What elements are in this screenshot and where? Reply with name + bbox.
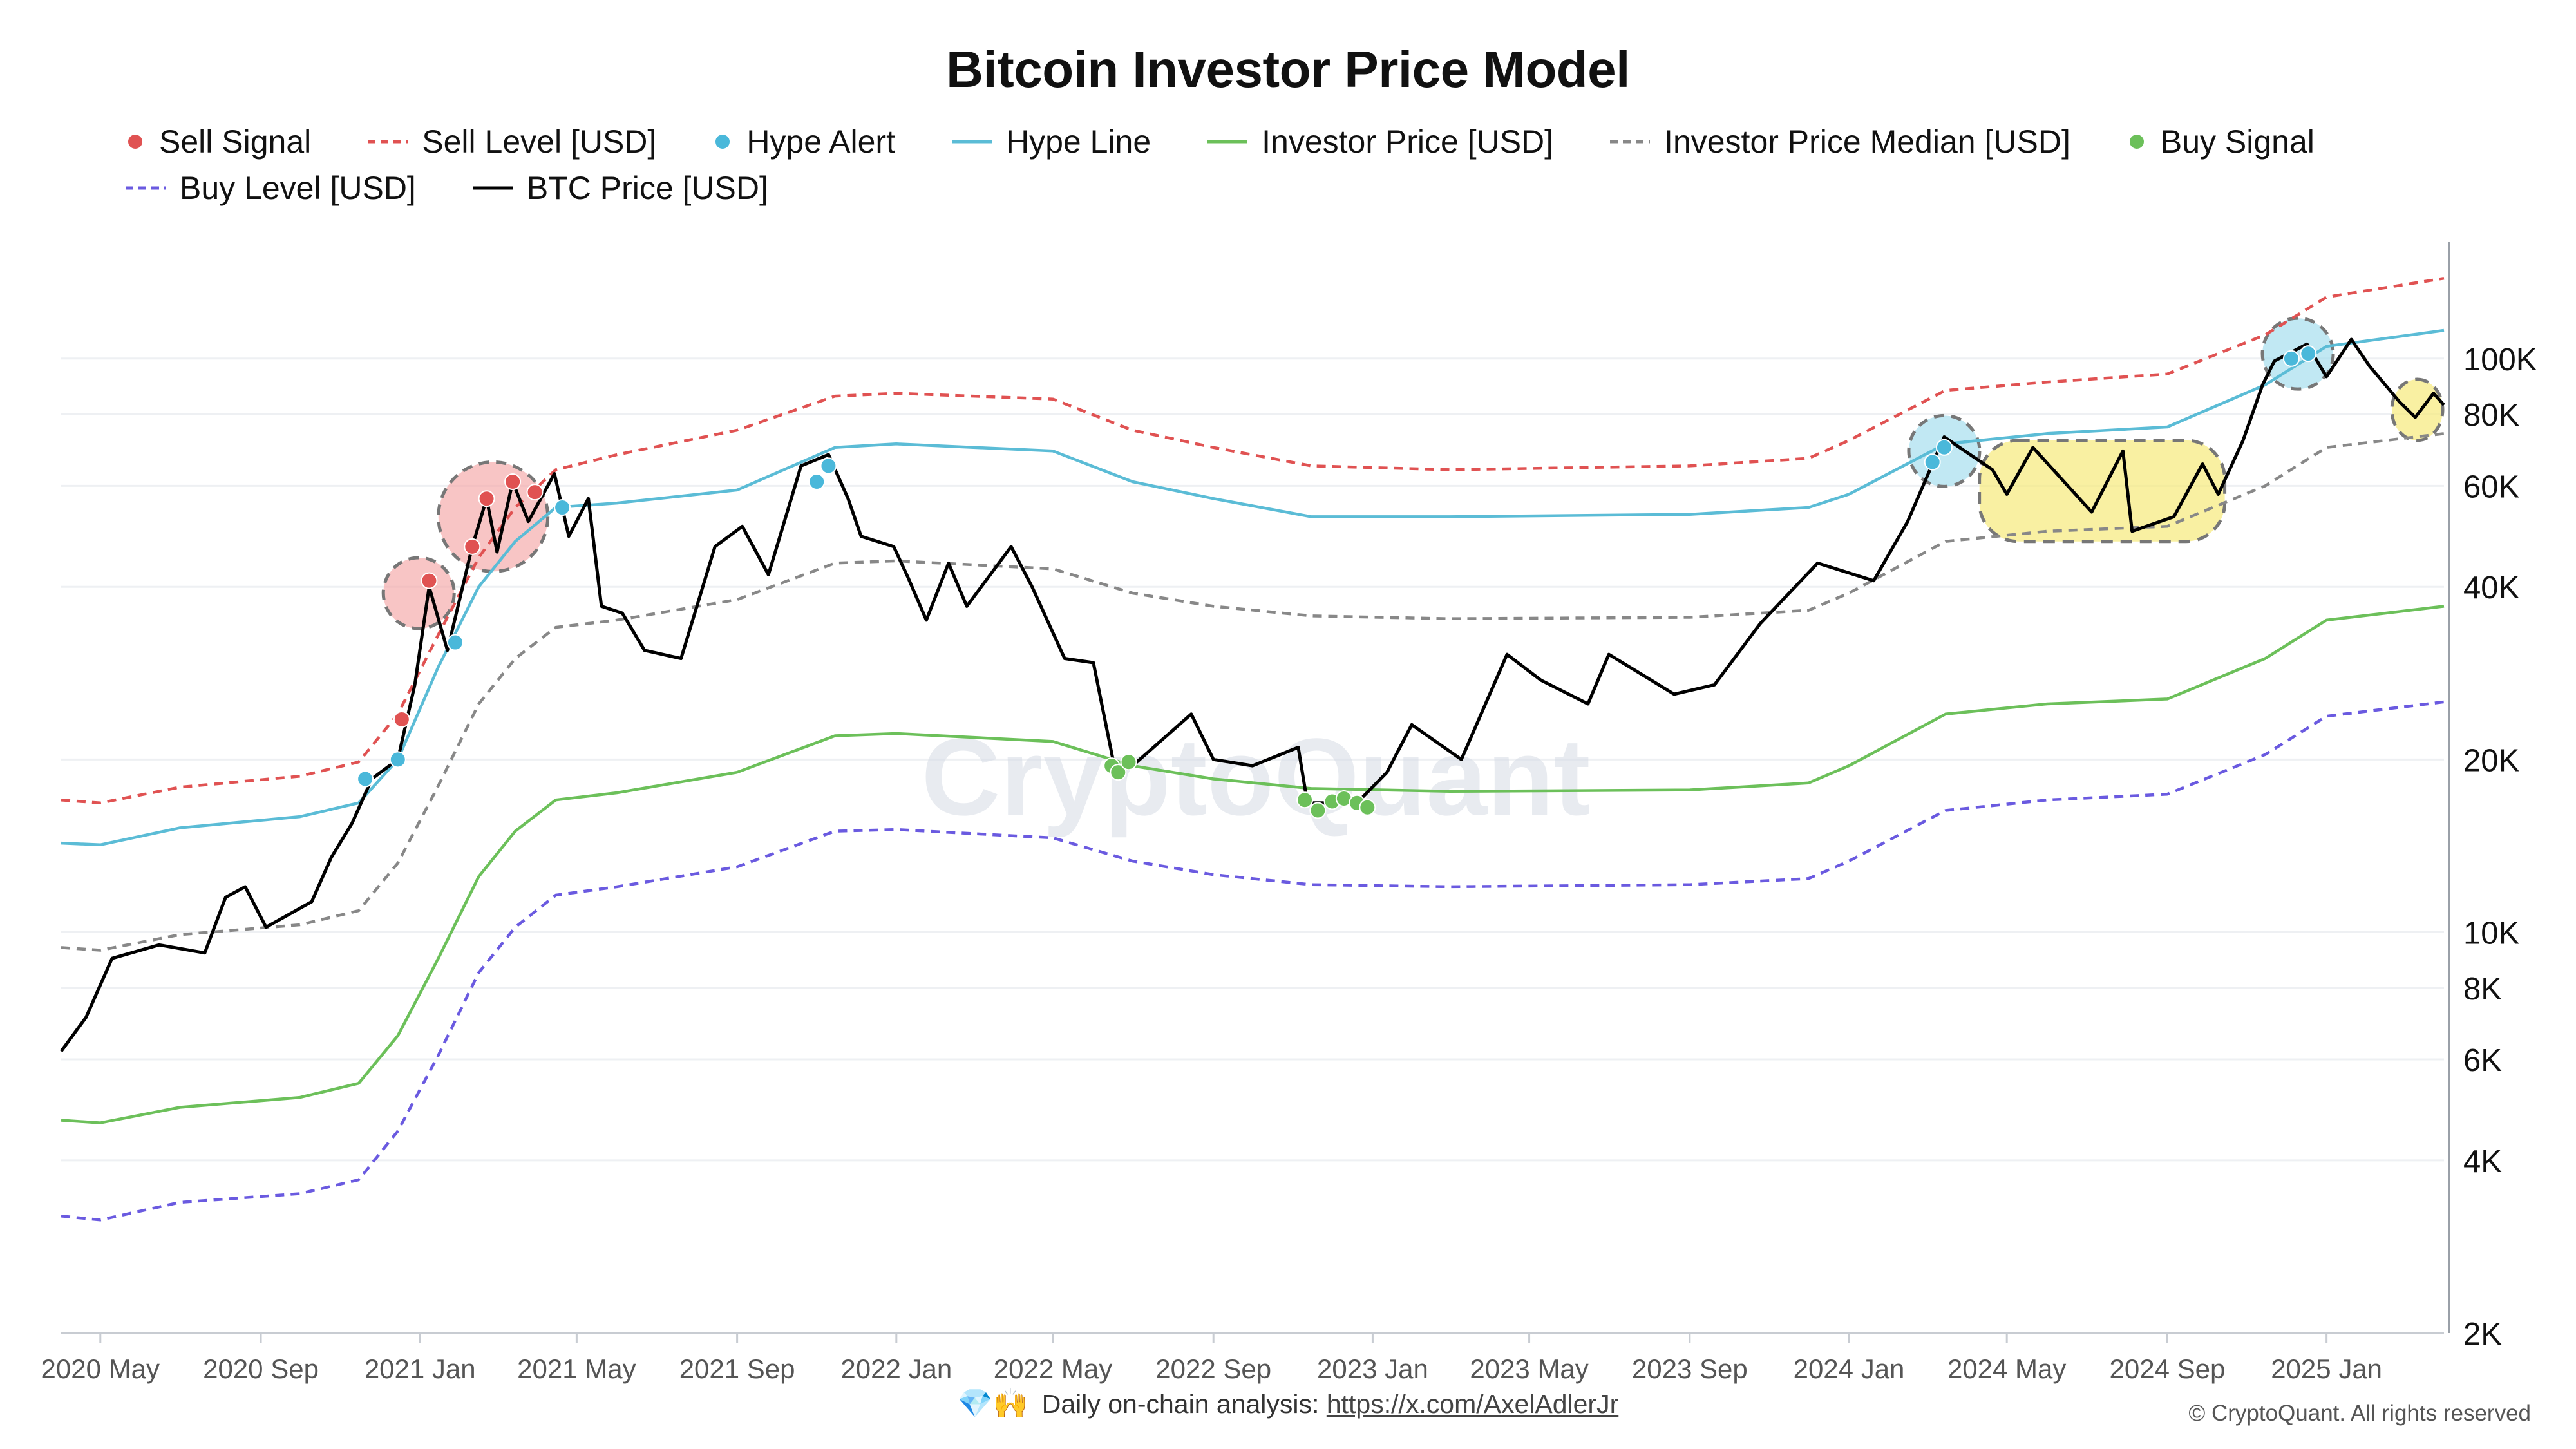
x-tick-label: 2024 Jan	[1794, 1354, 1905, 1384]
axes	[61, 242, 2450, 1343]
buy-level-usd-line	[61, 700, 2445, 1222]
highlight-regions	[381, 316, 2445, 630]
legend-item-investor-price-usd[interactable]: Investor Price [USD]	[1208, 124, 1553, 160]
sell-signal-marker	[504, 473, 522, 490]
y-tick-label: 8K	[2463, 972, 2502, 1007]
watermark: CryptoQuant	[922, 716, 1591, 838]
legend-item-buy-signal[interactable]: Buy Signal	[2127, 124, 2315, 160]
highlight-range	[2390, 377, 2445, 442]
chart-title: Bitcoin Investor Price Model	[946, 41, 1630, 98]
x-tick-label: 2021 May	[517, 1354, 636, 1384]
legend-label: Sell Level [USD]	[422, 124, 657, 160]
series-lines	[59, 276, 2445, 1222]
legend-swatch	[126, 186, 166, 190]
hype-alert-marker	[554, 499, 571, 516]
hype-alert-marker	[808, 473, 826, 490]
legend-item-hype-alert[interactable]: Hype Alert	[713, 124, 895, 160]
sell-signal-marker	[526, 484, 544, 501]
sell-level-usd-line	[61, 276, 2445, 805]
legend-label: Investor Price Median [USD]	[1664, 124, 2070, 160]
tick-labels: 2K 4K 6K 8K 10K 20K 40K 60K 80K 100K 2020 May 2020 …	[41, 343, 2537, 1384]
x-tick-label: 2022 May	[994, 1354, 1112, 1384]
sell-signal-marker	[393, 710, 410, 728]
y-tick-label: 80K	[2463, 398, 2520, 433]
hype-line-line	[61, 328, 2445, 847]
buy-signal-marker	[1296, 791, 1314, 809]
legend-label: Hype Alert	[746, 124, 895, 160]
buy-signal-marker	[1110, 764, 1127, 781]
y-tick-label: 100K	[2463, 343, 2537, 377]
legend-label: Hype Line	[1005, 124, 1151, 160]
x-tick-label: 2024 May	[1947, 1354, 2066, 1384]
hype-alert-marker	[2300, 345, 2317, 363]
btc-price-usd-line	[59, 337, 2445, 1052]
footer-credit: 💎🙌 Daily on-chain analysis: https://x.co…	[0, 1387, 2576, 1420]
legend-label: Buy Level [USD]	[180, 170, 416, 206]
x-tick-label: 2022 Sep	[1155, 1354, 1271, 1384]
buy-signal-marker	[1359, 799, 1376, 816]
x-tick-label: 2025 Jan	[2271, 1354, 2382, 1384]
x-tick-label: 2024 Sep	[2110, 1354, 2226, 1384]
buy-signal-marker	[1309, 802, 1327, 819]
hype-alert-marker	[1924, 453, 1941, 471]
legend-item-sell-level-usd[interactable]: Sell Level [USD]	[368, 124, 656, 160]
x-tick-label: 2021 Sep	[679, 1354, 795, 1384]
y-tick-label: 10K	[2463, 916, 2520, 951]
x-tick-label: 2023 Sep	[1632, 1354, 1748, 1384]
hype-alert-marker	[1935, 439, 1953, 456]
y-tick-label: 4K	[2463, 1144, 2502, 1179]
chart-legend: Sell Signal Sell Level [USD] Hype Alert Hyp…	[126, 124, 2508, 206]
x-tick-label: 2023 Jan	[1317, 1354, 1428, 1384]
y-tick-label: 20K	[2463, 743, 2520, 778]
footer-link[interactable]: https://x.com/AxelAdlerJr	[1326, 1389, 1619, 1419]
x-tick-label: 2022 Jan	[840, 1354, 952, 1384]
y-tick-label: 6K	[2463, 1043, 2502, 1078]
buy-signal-marker	[1120, 753, 1137, 771]
legend-item-investor-price-median-usd[interactable]: Investor Price Median [USD]	[1610, 124, 2070, 160]
legend-item-btc-price-usd[interactable]: BTC Price [USD]	[472, 170, 768, 206]
sell-highlight-circle	[381, 556, 456, 630]
y-tick-label: 60K	[2463, 469, 2520, 504]
sell-signal-marker	[478, 490, 495, 507]
hype-alert-marker	[357, 770, 374, 788]
legend-label: BTC Price [USD]	[526, 170, 768, 206]
footer-text: Daily on-chain analysis:	[1041, 1389, 1327, 1419]
legend-swatch	[951, 140, 992, 144]
y-tick-label: 2K	[2463, 1317, 2502, 1352]
diamond-hands-icon: 💎🙌	[957, 1388, 1028, 1419]
legend-label: Buy Signal	[2160, 124, 2315, 160]
x-tick-label: 2020 Sep	[203, 1354, 319, 1384]
legend-swatch	[368, 140, 408, 144]
x-tick-label: 2023 May	[1470, 1354, 1588, 1384]
hype-alert-marker	[2282, 350, 2300, 367]
investor-price-usd-line	[61, 605, 2445, 1124]
legend-swatch	[1610, 140, 1651, 144]
hype-alert-marker	[446, 634, 464, 651]
legend-swatch	[2129, 135, 2144, 149]
legend-swatch	[472, 186, 513, 190]
copyright-notice: © CryptoQuant. All rights reserved	[2188, 1401, 2531, 1426]
hype-alert-marker	[820, 457, 837, 475]
legend-label: Sell Signal	[159, 124, 312, 160]
hype-alert-marker	[389, 751, 406, 768]
legend-item-hype-line[interactable]: Hype Line	[951, 124, 1151, 160]
investor-price-median-usd-line	[61, 432, 2445, 952]
sell-signal-marker	[464, 538, 481, 555]
series-markers	[357, 345, 2317, 819]
x-tick-label: 2021 Jan	[365, 1354, 476, 1384]
legend-swatch	[128, 135, 142, 149]
y-tick-label: 40K	[2463, 571, 2520, 605]
legend-label: Investor Price [USD]	[1262, 124, 1554, 160]
legend-swatch	[715, 135, 730, 149]
legend-swatch	[1208, 140, 1248, 144]
legend-item-sell-signal[interactable]: Sell Signal	[126, 124, 311, 160]
legend-item-buy-level-usd[interactable]: Buy Level [USD]	[126, 170, 416, 206]
sell-signal-marker	[421, 572, 438, 589]
x-tick-label: 2020 May	[41, 1354, 160, 1384]
